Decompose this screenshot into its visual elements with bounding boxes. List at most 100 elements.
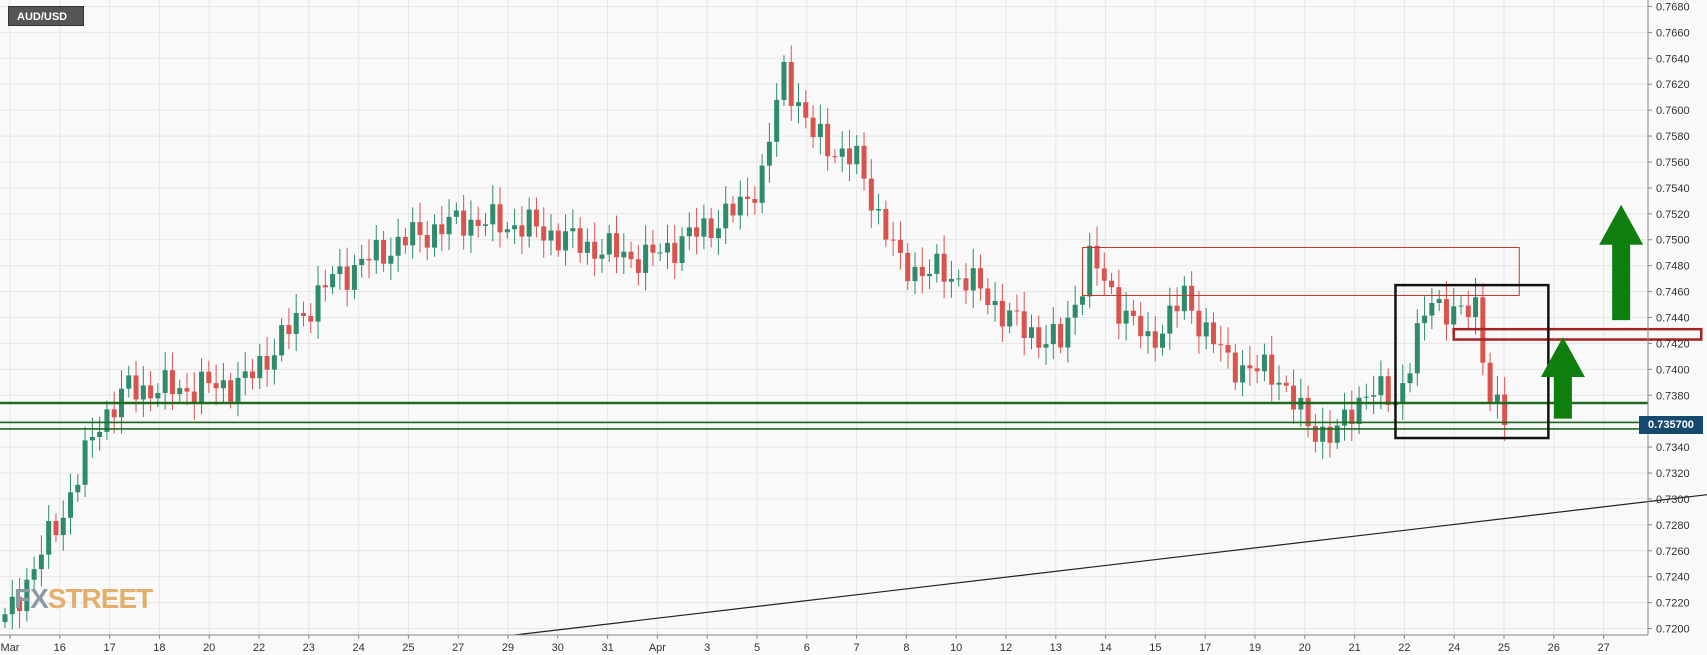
y-tick-label: 0.7240 xyxy=(1656,572,1690,584)
candle-up xyxy=(876,208,882,211)
candle-down xyxy=(1465,305,1471,318)
x-tick-label: 13 xyxy=(1050,642,1062,654)
candle-up xyxy=(351,265,357,290)
candle-up xyxy=(1079,296,1085,305)
y-tick-label: 0.7420 xyxy=(1656,338,1690,350)
x-tick-label: 30 xyxy=(552,642,564,654)
candle-up xyxy=(1240,365,1246,383)
candle-down xyxy=(1094,245,1100,269)
candle-up xyxy=(1028,327,1034,338)
candle-up xyxy=(606,233,612,255)
candle-down xyxy=(111,409,117,418)
candle-down xyxy=(868,178,874,211)
candle-up xyxy=(1494,394,1500,402)
x-tick-label: Apr xyxy=(649,642,666,654)
time-axis: Mar 16 17 18 20 22 23 24 25 27 29 30 31 Apr 3 5 6 7 8 10 12 1… xyxy=(1,635,1610,654)
candle-down xyxy=(1210,322,1216,345)
candle-up xyxy=(1072,304,1078,318)
candle-up xyxy=(60,517,66,536)
candle-up xyxy=(1458,305,1464,307)
watermark-part-2: STREET xyxy=(47,583,153,614)
candle-down xyxy=(1101,268,1107,281)
candle-up xyxy=(177,388,183,395)
candle-up xyxy=(468,219,474,236)
candle-down xyxy=(708,218,714,239)
candle-up xyxy=(235,377,241,402)
candle-down xyxy=(17,596,23,612)
candle-down xyxy=(169,370,175,395)
overlays xyxy=(0,204,1703,440)
candle-down xyxy=(650,244,656,253)
candle-down xyxy=(846,148,852,165)
candle-up xyxy=(1451,306,1457,325)
candle-up xyxy=(927,273,933,277)
candle-down xyxy=(533,209,539,227)
y-tick-label: 0.7380 xyxy=(1656,390,1690,402)
candle-down xyxy=(1130,310,1136,316)
candle-up xyxy=(337,266,343,275)
candle-up xyxy=(1422,315,1428,324)
candle-down xyxy=(53,520,59,536)
x-tick-label: 10 xyxy=(950,642,962,654)
y-tick-label: 0.7400 xyxy=(1656,364,1690,376)
candle-down xyxy=(286,325,292,335)
candle-up xyxy=(38,554,44,570)
candle-up xyxy=(31,569,37,580)
candle-up xyxy=(162,370,168,394)
x-tick-label: 22 xyxy=(1398,642,1410,654)
candle-up xyxy=(271,355,277,370)
x-tick-label: 14 xyxy=(1099,642,1111,654)
candle-down xyxy=(978,268,984,289)
candle-down xyxy=(1021,311,1027,338)
x-tick-label: 23 xyxy=(303,642,315,654)
candle-up xyxy=(155,393,161,399)
watermark-logo: FXSTREET xyxy=(14,583,153,615)
y-tick-label: 0.7460 xyxy=(1656,287,1690,299)
candle-down xyxy=(1312,426,1318,442)
x-tick-label: 26 xyxy=(1548,642,1560,654)
candle-down xyxy=(694,227,700,237)
focus-box xyxy=(1394,283,1550,440)
y-tick-label: 0.7280 xyxy=(1656,520,1690,532)
candle-down xyxy=(541,226,547,241)
candle-down xyxy=(1116,287,1122,324)
candle-up xyxy=(373,240,379,261)
candle-up xyxy=(621,251,627,258)
y-tick-label: 0.7220 xyxy=(1656,598,1690,610)
candle-down xyxy=(1189,285,1195,311)
candle-up xyxy=(548,230,554,241)
x-tick-label: 7 xyxy=(854,642,860,654)
candle-down xyxy=(1218,344,1224,346)
candle-down xyxy=(890,239,896,241)
candle-up xyxy=(774,99,780,142)
x-tick-label: 17 xyxy=(103,642,115,654)
candle-down xyxy=(417,222,423,235)
candle-up xyxy=(388,255,394,264)
candle-down xyxy=(184,388,190,392)
up-arrow xyxy=(1540,336,1585,419)
y-tick-label: 0.7600 xyxy=(1656,105,1690,117)
candle-down xyxy=(213,383,219,389)
candle-up xyxy=(934,253,940,274)
candle-down xyxy=(985,288,991,305)
candle-up xyxy=(1363,396,1369,398)
candle-down xyxy=(475,219,481,226)
y-tick-label: 0.7500 xyxy=(1656,235,1690,247)
candle-down xyxy=(1014,310,1020,312)
candle-down xyxy=(381,240,387,264)
candle-up xyxy=(1436,299,1442,303)
candle-up xyxy=(686,227,692,237)
candle-down xyxy=(1291,385,1297,410)
y-tick-label: 0.7320 xyxy=(1656,468,1690,480)
candle-up xyxy=(490,204,496,225)
candle-up xyxy=(24,579,30,612)
candle-down xyxy=(250,371,256,379)
candle-up xyxy=(140,385,146,400)
candle-down xyxy=(1152,331,1158,348)
candle-down xyxy=(555,230,561,251)
candle-down xyxy=(497,204,503,233)
x-tick-label: Mar xyxy=(1,642,20,654)
candle-down xyxy=(1247,365,1253,369)
candle-up xyxy=(1043,344,1049,348)
candle-down xyxy=(788,61,794,106)
